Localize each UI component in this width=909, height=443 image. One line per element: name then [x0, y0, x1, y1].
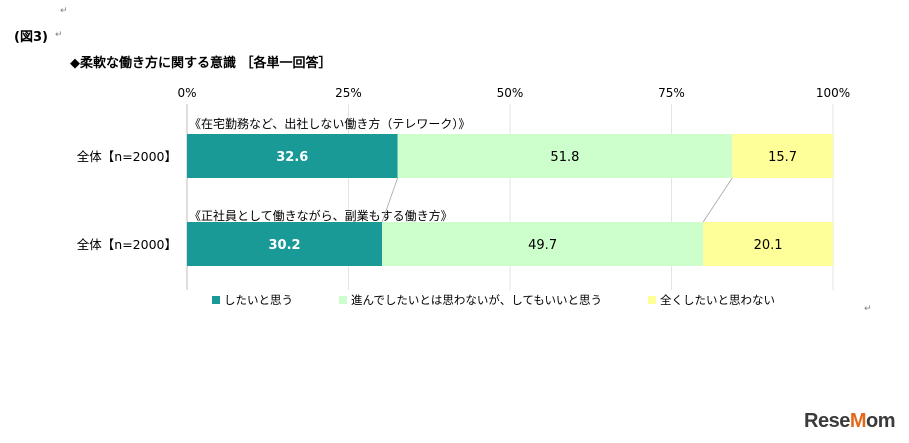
group-heading: 《在宅勤務など、出社しない働き方（テレワーク）》: [189, 116, 470, 131]
data-label: 15.7: [768, 150, 797, 165]
paragraph-mark: ↵: [864, 304, 872, 314]
paragraph-mark: ↵: [60, 6, 68, 16]
category-label: 全体【n=2000】: [77, 237, 177, 252]
x-tick-label: 50%: [497, 86, 524, 100]
bar-segment: [703, 222, 833, 266]
chart-title: ◆柔軟な働き方に関する意識 ［各単一回答］: [70, 56, 332, 71]
legend-label: したいと思う: [224, 293, 293, 307]
legend-item: 進んでしたいとは思わないが、してもいいと思う: [339, 292, 602, 308]
data-label: 51.8: [550, 150, 579, 165]
data-label: 20.1: [754, 238, 783, 253]
series-connector-line: [702, 177, 733, 223]
series-connector-line: [381, 177, 398, 223]
bar-segment: [187, 222, 383, 266]
legend-swatch: [648, 296, 657, 304]
legend-label: 全くしたいと思わない: [660, 293, 776, 307]
group-heading: 《正社員として働きながら、副業もする働き方》: [189, 208, 453, 223]
chart-legend: したいと思う 進んでしたいとは思わないが、してもいいと思う 全くしたいと思わない: [212, 292, 775, 308]
bar-segment: [732, 134, 833, 178]
x-tick-label: 75%: [658, 86, 685, 100]
data-label: 49.7: [528, 238, 557, 253]
bar-segment: [397, 134, 733, 178]
data-label: 32.6: [276, 150, 308, 165]
paragraph-mark: ↵: [55, 30, 63, 40]
legend-item: したいと思う: [212, 292, 293, 308]
legend-item: 全くしたいと思わない: [648, 292, 775, 308]
category-label: 全体【n=2000】: [77, 149, 177, 164]
resemom-logo: ReseMom: [804, 410, 895, 432]
bar-segment: [187, 134, 398, 178]
legend-label: 進んでしたいとは思わないが、してもいいと思う: [351, 293, 603, 307]
legend-swatch: [339, 296, 347, 304]
bar-segment: [382, 222, 704, 266]
data-label: 30.2: [269, 238, 301, 253]
figure-label: (図3): [14, 30, 48, 45]
x-tick-label: 0%: [177, 86, 196, 100]
x-tick-label: 100%: [816, 86, 850, 100]
legend-swatch: [212, 296, 220, 304]
x-tick-label: 25%: [335, 86, 362, 100]
